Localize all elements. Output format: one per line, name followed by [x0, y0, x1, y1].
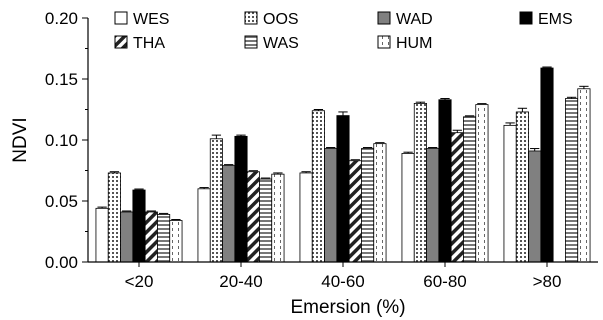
legend-label: THA [133, 35, 165, 52]
bar [95, 207, 109, 263]
x-tick-label: 60-80 [423, 272, 466, 291]
bar [120, 211, 134, 263]
bar [132, 189, 146, 263]
y-tick-label: 0.10 [45, 131, 78, 150]
legend-label: EMS [538, 11, 573, 28]
bar [540, 67, 554, 263]
bar [515, 111, 529, 263]
bar [565, 98, 579, 263]
bar [348, 160, 362, 263]
legend-label: WES [133, 11, 169, 28]
y-axis-title: NDVI [10, 117, 31, 162]
legend-swatch [377, 11, 391, 25]
bar [234, 135, 248, 263]
x-tick-label: <20 [125, 272, 154, 291]
bar [209, 138, 223, 263]
y-tick-label: 0.15 [45, 70, 78, 89]
bar [463, 116, 477, 263]
bar [311, 110, 325, 263]
y-tick-label: 0.00 [45, 253, 78, 272]
legend-swatch [114, 35, 128, 49]
bar [246, 171, 260, 263]
bar [197, 188, 211, 263]
bar [401, 153, 415, 263]
bar [259, 178, 273, 263]
bar [503, 124, 517, 263]
x-axis-title: Emersion (%) [290, 297, 405, 318]
legend-swatch [114, 11, 128, 25]
bar [577, 88, 591, 263]
bar [169, 220, 183, 263]
legend-swatch [244, 11, 258, 25]
bar [157, 214, 171, 263]
bar [426, 148, 440, 263]
x-tick-label: 20-40 [219, 272, 262, 291]
legend-swatch [519, 11, 533, 25]
bar [144, 211, 158, 263]
legend-label: HUM [396, 35, 432, 52]
bar [528, 150, 542, 263]
legend-label: WAS [263, 35, 299, 52]
bar [107, 172, 121, 263]
bar [222, 165, 236, 263]
bar [373, 143, 387, 263]
bar [324, 148, 338, 263]
bar [271, 173, 285, 263]
x-tick-label: >80 [533, 272, 562, 291]
bar [299, 172, 313, 263]
y-tick-label: 0.20 [45, 9, 78, 28]
legend-label: OOS [263, 11, 299, 28]
bar [413, 103, 427, 263]
bar [438, 99, 452, 263]
legend-swatch [377, 35, 391, 49]
bar [336, 115, 350, 263]
x-tick-label: 40-60 [321, 272, 364, 291]
legend-swatch [244, 35, 258, 49]
bar [361, 148, 375, 263]
bar [450, 132, 464, 263]
y-tick-label: 0.05 [45, 192, 78, 211]
bar [475, 104, 489, 263]
legend-label: WAD [396, 11, 433, 28]
